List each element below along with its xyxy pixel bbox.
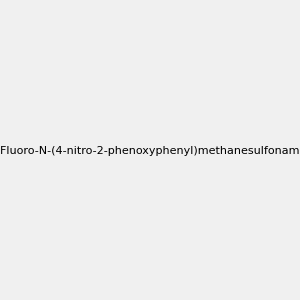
Text: 1-Fluoro-N-(4-nitro-2-phenoxyphenyl)methanesulfonamide: 1-Fluoro-N-(4-nitro-2-phenoxyphenyl)meth… xyxy=(0,146,300,157)
